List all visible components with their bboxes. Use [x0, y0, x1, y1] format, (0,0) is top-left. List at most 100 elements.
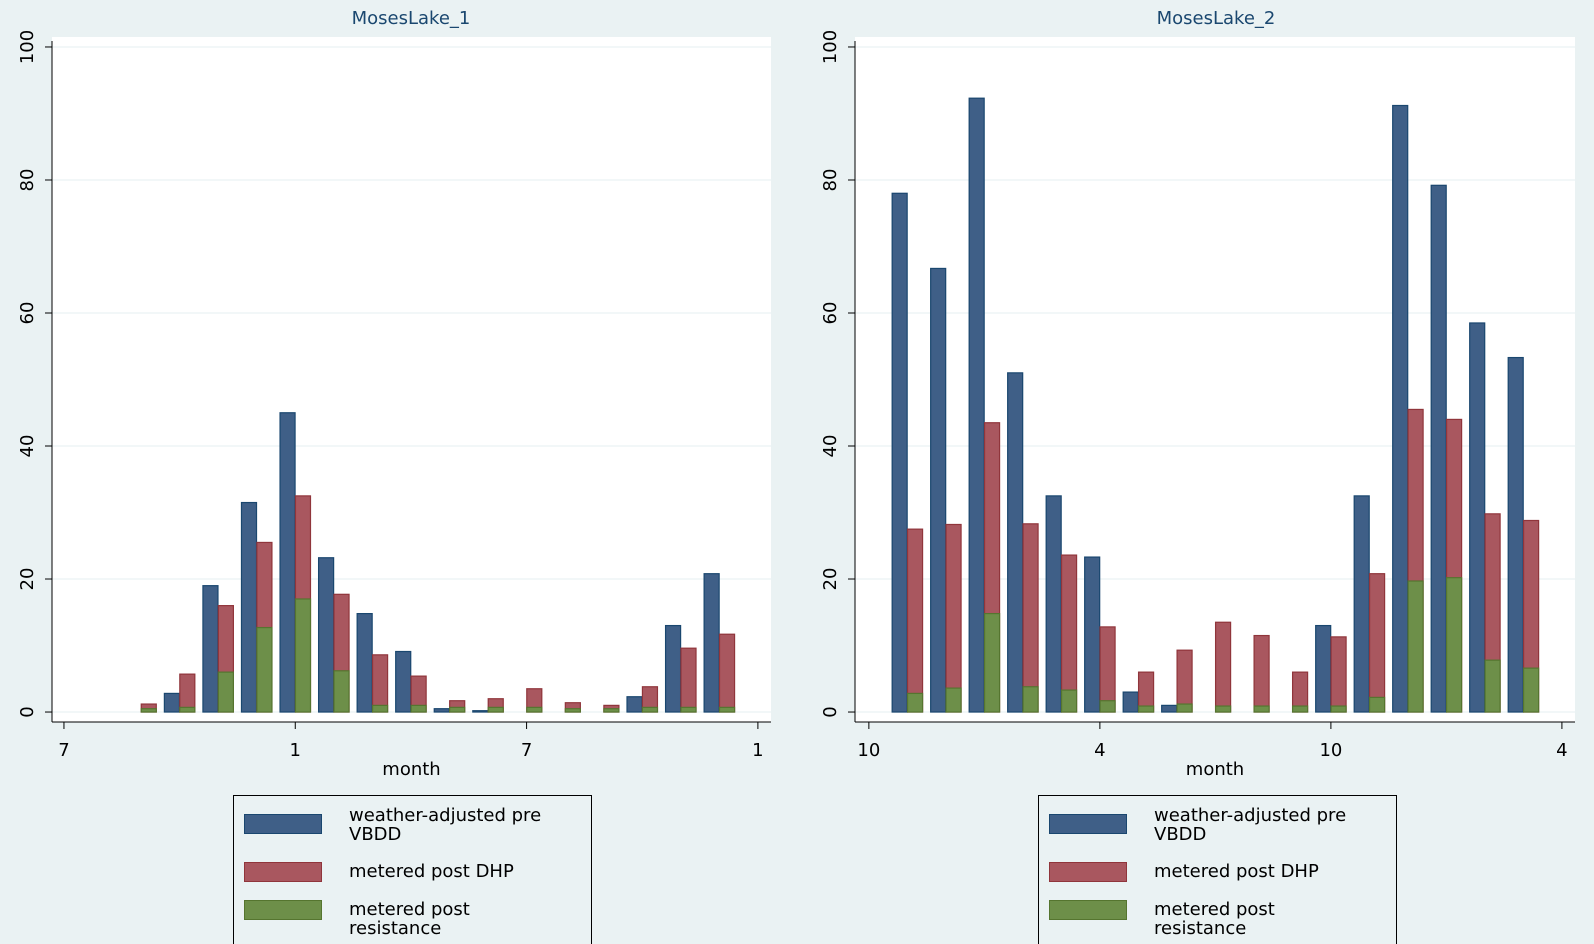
bar	[1484, 659, 1501, 713]
bar	[1099, 626, 1116, 713]
bar	[945, 687, 962, 713]
bar	[279, 412, 296, 713]
bar	[703, 573, 720, 713]
bar	[1060, 689, 1078, 713]
x-axis-label: month	[382, 759, 440, 780]
legend-swatch	[244, 900, 322, 920]
bar	[1007, 372, 1024, 713]
bar	[1084, 556, 1101, 713]
legend: weather-adjusted pre VBDD metered post DH…	[1038, 795, 1397, 944]
bar	[1353, 495, 1370, 713]
bar	[1253, 705, 1270, 713]
bar	[333, 670, 350, 713]
bar	[1214, 621, 1232, 713]
legend-entry: weather-adjusted pre VBDD	[1049, 806, 1389, 844]
bar	[179, 706, 196, 713]
bar	[371, 654, 389, 713]
bar	[294, 598, 312, 713]
y-tick-label: 60	[820, 302, 841, 325]
bar	[930, 267, 947, 713]
x-tick-label: 7	[521, 740, 532, 761]
legend-entry: metered post resistance	[244, 892, 584, 938]
legend-entry: metered post DHP	[1049, 854, 1389, 884]
y-tick-label: 80	[17, 169, 38, 192]
bar	[1176, 703, 1193, 713]
bar	[317, 557, 335, 713]
bar	[140, 708, 157, 713]
bar	[1099, 700, 1116, 713]
bar	[472, 710, 489, 713]
bar	[1045, 495, 1062, 713]
legend-label: metered post DHP	[1154, 861, 1319, 882]
bar	[1291, 705, 1309, 713]
bar	[1430, 184, 1447, 713]
bar	[1253, 634, 1270, 713]
bar	[410, 704, 427, 713]
bar	[564, 708, 581, 713]
plot-area	[52, 37, 771, 722]
legend-swatch	[1049, 814, 1127, 834]
bar	[526, 706, 543, 713]
bar	[983, 612, 1001, 713]
x-tick-label: 4	[1556, 740, 1567, 761]
legend-label: metered post DHP	[349, 861, 514, 882]
bar	[449, 706, 466, 713]
y-tick-label: 100	[820, 30, 841, 64]
x-tick-label: 4	[1094, 740, 1105, 761]
bar	[179, 673, 196, 713]
x-tick-label: 1	[290, 740, 301, 761]
bar	[968, 97, 985, 713]
y-tick-label: 60	[17, 302, 38, 325]
legend-label: weather-adjusted pre VBDD	[1154, 805, 1347, 845]
bar	[1161, 704, 1178, 713]
legend-swatch	[244, 862, 322, 882]
chart-title: MosesLake_2	[1157, 8, 1276, 29]
bar	[1407, 580, 1424, 713]
bar	[1469, 322, 1486, 713]
legend-label: metered post resistance	[1154, 899, 1275, 939]
bar	[664, 624, 682, 713]
bar	[1122, 691, 1139, 713]
bar	[433, 708, 450, 713]
x-tick-label: 10	[857, 740, 880, 761]
bar	[1330, 705, 1347, 713]
y-tick-label: 40	[17, 435, 38, 458]
bar	[906, 692, 924, 713]
bar	[487, 706, 504, 713]
legend-swatch	[244, 814, 322, 834]
x-tick-label: 10	[1319, 740, 1342, 761]
bar	[1214, 705, 1232, 713]
legend-swatch	[1049, 862, 1127, 882]
bar	[240, 501, 258, 713]
bar	[1137, 705, 1155, 713]
bar	[1368, 696, 1386, 713]
x-tick-label: 7	[58, 740, 69, 761]
bar	[1176, 649, 1193, 713]
y-tick-label: 40	[820, 435, 841, 458]
bar	[641, 706, 659, 713]
bar	[395, 650, 412, 713]
chart-title: MosesLake_1	[352, 8, 471, 29]
legend-label: weather-adjusted pre VBDD	[349, 805, 542, 845]
bar	[603, 708, 620, 713]
x-tick-label: 1	[752, 740, 763, 761]
x-axis-label: month	[1186, 759, 1244, 780]
bar	[1022, 686, 1039, 713]
bar	[906, 528, 924, 713]
legend: weather-adjusted pre VBDD metered post DH…	[233, 795, 592, 944]
bar	[371, 704, 389, 713]
bar	[1060, 554, 1078, 713]
legend-label: metered post resistance	[349, 899, 470, 939]
bar	[718, 633, 736, 713]
y-tick-label: 80	[820, 169, 841, 192]
bar	[217, 671, 234, 713]
y-tick-label: 20	[17, 568, 38, 591]
legend-entry: weather-adjusted pre VBDD	[244, 806, 584, 844]
bar	[1445, 577, 1463, 713]
legend-entry: metered post resistance	[1049, 892, 1389, 938]
bar	[356, 612, 373, 713]
bar	[891, 192, 908, 713]
bar	[945, 523, 962, 713]
